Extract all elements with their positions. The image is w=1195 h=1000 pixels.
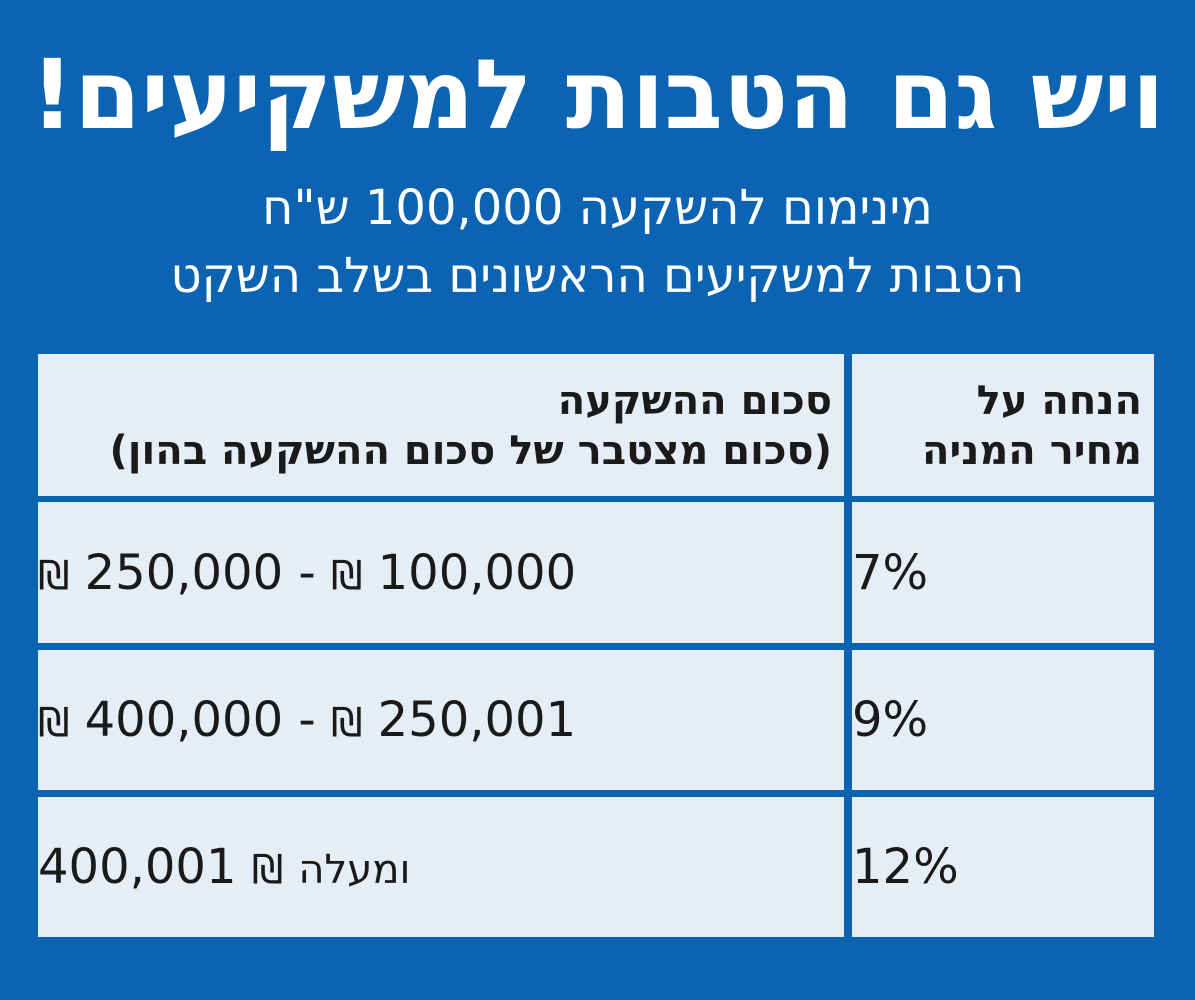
page-title: ויש גם הטבות למשקיעים! <box>30 39 1165 151</box>
discount-value: 12% <box>852 839 959 895</box>
row-2-discount: 9% <box>852 650 1154 790</box>
header-discount: הנחה על מחיר המניה <box>852 354 1154 496</box>
currency-symbol: ₪ <box>330 552 363 599</box>
amount-range: ₪ 400,000 - ₪ 250,001 <box>38 692 577 748</box>
header-discount-line2: מחיר המניה <box>921 428 1142 474</box>
amount-to: 400,000 <box>84 692 284 748</box>
header-discount-line1: הנחה על <box>976 378 1142 424</box>
row-3-amount: ומעלה ₪ 400,001 <box>38 797 844 937</box>
subtitle-minimum: מינימום להשקעה 100,000 ש"ח <box>262 180 933 236</box>
row-1-amount: ₪ 250,000 - ₪ 100,000 <box>38 502 844 643</box>
amount-from: 400,001 <box>38 839 237 895</box>
amount-range: ומעלה ₪ 400,001 <box>38 839 410 895</box>
discount-value: 9% <box>852 692 929 748</box>
discount-value: 7% <box>852 544 929 601</box>
currency-symbol: ₪ <box>38 552 70 599</box>
amount-suffix: ומעלה <box>298 847 411 893</box>
header-amount-line1: סכום ההשקעה <box>557 378 832 424</box>
row-3-discount: 12% <box>852 797 1154 937</box>
amount-from: 100,000 <box>377 544 577 601</box>
currency-symbol: ₪ <box>251 847 284 893</box>
currency-symbol: ₪ <box>330 700 363 746</box>
amount-from: 250,001 <box>377 692 577 748</box>
amount-to: 250,000 <box>84 544 284 601</box>
row-2-amount: ₪ 400,000 - ₪ 250,001 <box>38 650 844 790</box>
subtitle-benefits: הטבות למשקיעים הראשונים בשלב השקט <box>170 248 1025 304</box>
amount-range: ₪ 250,000 - ₪ 100,000 <box>38 544 577 601</box>
currency-symbol: ₪ <box>38 700 70 746</box>
header-amount: סכום ההשקעה (סכום מצטבר של סכום ההשקעה ב… <box>38 354 844 496</box>
header-amount-line2: (סכום מצטבר של סכום ההשקעה בהון) <box>109 428 832 474</box>
row-1-discount: 7% <box>852 502 1154 643</box>
